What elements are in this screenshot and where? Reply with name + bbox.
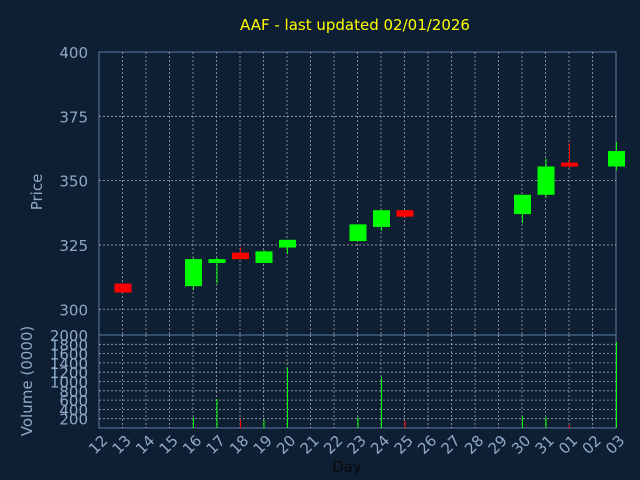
volume-tick-label: 800 [59, 383, 88, 401]
x-axis-label: Day [332, 458, 362, 476]
candle-body [561, 162, 578, 167]
price-axis-label: Price [28, 174, 46, 211]
candle-body [537, 166, 555, 195]
candle-body [514, 194, 531, 215]
volume-tick-label: 200 [59, 411, 88, 429]
candle-body [232, 252, 249, 260]
candle-body [255, 251, 273, 263]
price-panel: 300 325 350 375 400 [59, 44, 625, 336]
price-tick-label: 325 [59, 237, 88, 255]
candle-body [279, 239, 296, 248]
price-tick-label: 375 [59, 108, 88, 126]
price-tick-label: 350 [59, 173, 88, 191]
volume-tick-label: 1400 [50, 355, 88, 373]
volume-tick-label: 1200 [50, 364, 88, 382]
candle-body [349, 224, 367, 242]
volume-tick-label: 1000 [50, 374, 88, 392]
volume-tick-label: 400 [59, 401, 88, 419]
price-tick-label: 400 [59, 44, 88, 62]
chart-title: AAF - last updated 02/01/2026 [240, 16, 470, 34]
candle-body [208, 259, 226, 263]
candle-body [185, 259, 202, 287]
candle-body [608, 151, 625, 167]
candle-body [114, 283, 132, 293]
price-tick-label: 300 [59, 301, 88, 319]
candle-body [396, 210, 414, 217]
volume-axis-label: Volume (0000) [18, 326, 36, 436]
volume-tick-label: 1800 [50, 336, 88, 354]
candle-body [373, 210, 390, 227]
x-axis: 1213141516171819202122232425262728293031… [85, 432, 628, 458]
volume-tick-label: 600 [59, 392, 88, 410]
volume-tick-label: 2000 [50, 327, 88, 345]
volume-tick-label: 1600 [50, 346, 88, 364]
